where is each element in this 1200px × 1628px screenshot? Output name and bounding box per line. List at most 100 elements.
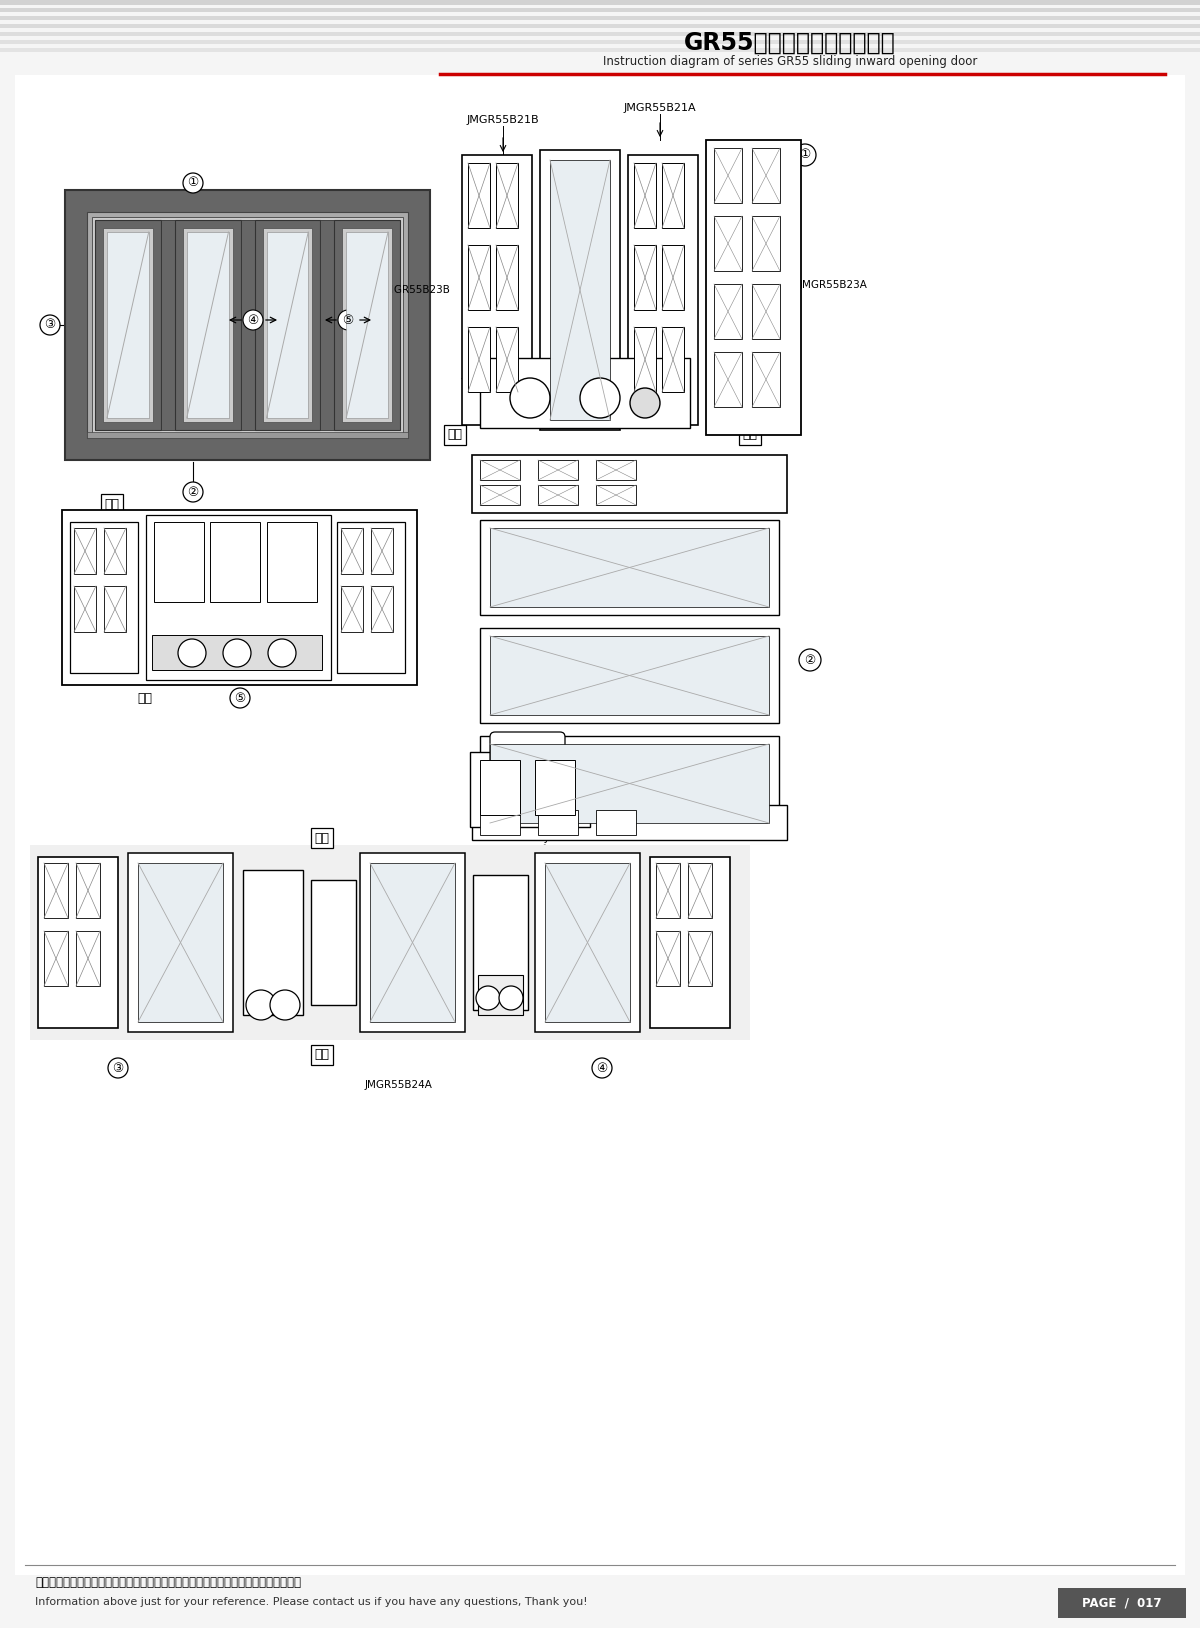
Text: Information above just for your reference. Please contact us if you have any que: Information above just for your referenc… (35, 1597, 588, 1607)
Bar (0, 16, 1200, 20)
Bar (662, 163, 684, 228)
Bar (480, 358, 690, 428)
Bar (662, 327, 684, 392)
Bar (341, 527, 364, 575)
Bar (266, 523, 317, 602)
Circle shape (338, 309, 358, 330)
Circle shape (108, 1058, 128, 1078)
Circle shape (799, 650, 821, 671)
Bar (714, 217, 742, 270)
Circle shape (794, 143, 816, 166)
Bar (480, 811, 520, 835)
Circle shape (268, 640, 296, 667)
Circle shape (223, 640, 251, 667)
Bar (95, 220, 161, 430)
Bar (538, 811, 578, 835)
Bar (468, 327, 490, 392)
Text: ①: ① (799, 148, 811, 161)
Text: ⑤: ⑤ (234, 692, 246, 705)
Circle shape (499, 987, 523, 1009)
Text: JMGR55B21A: JMGR55B21A (624, 103, 696, 112)
Bar (254, 220, 320, 430)
Bar (76, 863, 100, 918)
Bar (335, 220, 400, 430)
Bar (128, 853, 233, 1032)
Bar (92, 217, 403, 433)
Bar (1058, 1587, 1186, 1618)
Circle shape (630, 387, 660, 418)
Bar (650, 856, 730, 1027)
Text: ③: ③ (44, 319, 55, 332)
Bar (596, 811, 636, 835)
Bar (540, 150, 620, 430)
Bar (210, 523, 260, 602)
Bar (342, 228, 392, 422)
Bar (104, 586, 126, 632)
Bar (240, 220, 254, 430)
Bar (0, 8, 1200, 11)
Bar (634, 327, 656, 392)
Bar (472, 454, 787, 513)
Bar (76, 931, 100, 987)
Bar (242, 869, 302, 1014)
Bar (0, 33, 1200, 36)
Text: JMGR55B25: JMGR55B25 (660, 741, 721, 751)
Bar (596, 461, 636, 480)
Bar (478, 975, 523, 1014)
Bar (714, 352, 742, 407)
Text: 室外: 室外 (743, 428, 757, 441)
Text: 室内: 室内 (448, 428, 462, 441)
Bar (175, 220, 240, 430)
Bar (480, 736, 779, 830)
Bar (545, 863, 630, 1022)
Bar (496, 327, 518, 392)
Bar (462, 155, 532, 425)
Bar (490, 637, 769, 715)
Bar (70, 523, 138, 672)
Bar (538, 461, 578, 480)
Bar (470, 752, 590, 827)
Bar (62, 510, 418, 685)
Text: PAGE  /  017: PAGE / 017 (1082, 1597, 1162, 1610)
Bar (320, 220, 335, 430)
Bar (74, 586, 96, 632)
Text: 室外: 室外 (314, 1048, 330, 1061)
Bar (490, 744, 769, 824)
Bar (688, 863, 712, 918)
Bar (370, 863, 455, 1022)
Bar (154, 523, 204, 602)
Text: 图中所示型材截面、装配、编号、尺寸及重量仅供参考。如有疑问，请向本公司查询。: 图中所示型材截面、装配、编号、尺寸及重量仅供参考。如有疑问，请向本公司查询。 (35, 1576, 301, 1589)
Text: ②: ② (187, 485, 199, 498)
Text: JMGR55B24A: JMGR55B24A (364, 1079, 432, 1091)
Bar (44, 931, 68, 987)
Bar (496, 163, 518, 228)
Text: 室内: 室内 (104, 498, 120, 511)
Bar (146, 514, 331, 681)
Bar (103, 228, 152, 422)
Bar (44, 863, 68, 918)
Circle shape (270, 990, 300, 1021)
Bar (311, 881, 356, 1004)
Bar (634, 163, 656, 228)
Bar (152, 635, 322, 671)
Bar (107, 233, 149, 418)
Bar (634, 244, 656, 309)
Circle shape (40, 314, 60, 335)
Bar (360, 853, 466, 1032)
Circle shape (242, 309, 263, 330)
Bar (480, 628, 779, 723)
Bar (656, 863, 680, 918)
Circle shape (178, 640, 206, 667)
Bar (535, 853, 640, 1032)
Text: JMGR55B23A: JMGR55B23A (800, 280, 868, 290)
Circle shape (510, 378, 550, 418)
Text: 室外: 室外 (138, 692, 152, 705)
Bar (706, 140, 802, 435)
Bar (104, 527, 126, 575)
Bar (38, 856, 118, 1027)
Bar (752, 352, 780, 407)
Bar (714, 148, 742, 204)
Circle shape (230, 689, 250, 708)
Bar (490, 527, 769, 607)
Bar (74, 527, 96, 575)
